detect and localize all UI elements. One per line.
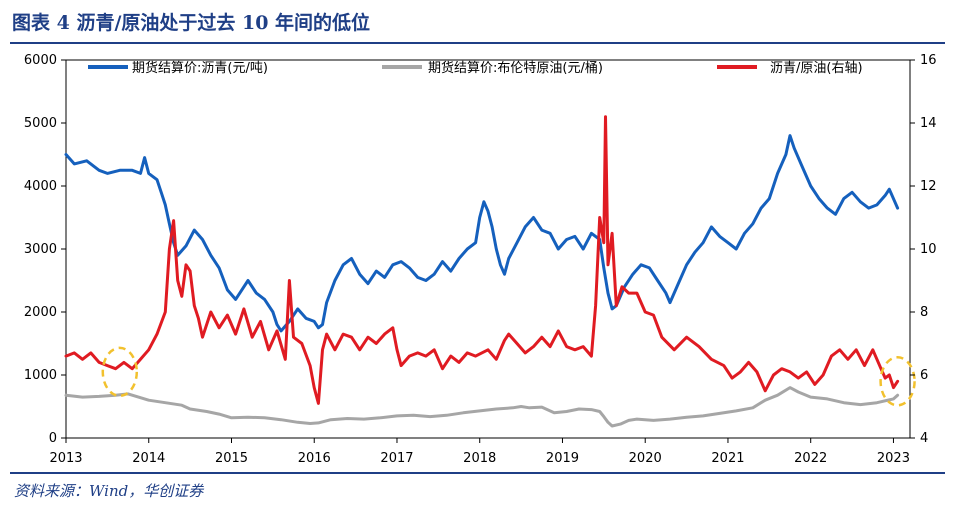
title-rule	[10, 42, 945, 44]
y-right-tick-label: 6	[920, 368, 928, 383]
chart-axes: 2013 2014 2015 2016 2017 2018 2019 2020 2021 2022…	[24, 53, 937, 466]
y-left-tick-label: 2000	[24, 305, 57, 320]
series-line-2	[64, 115, 900, 405]
y-left-tick-label: 1000	[24, 368, 57, 383]
y-right-tick-label: 10	[920, 242, 937, 257]
legend-label-2: 沥青/原油(右轴)	[770, 61, 863, 76]
y-left-tick-label: 6000	[24, 53, 57, 68]
x-tick-label: 2018	[463, 451, 496, 466]
x-tick-label: 2016	[298, 451, 331, 466]
y-right-tick-label: 4	[920, 431, 928, 446]
x-tick-label: 2014	[132, 451, 165, 466]
series-line-1	[64, 386, 900, 428]
x-tick-label: 2019	[546, 451, 579, 466]
y-left-tick-label: 5000	[24, 116, 57, 131]
y-left-tick-label: 3000	[24, 242, 57, 257]
y-left-tick-label: 0	[49, 431, 57, 446]
series-line-0	[64, 134, 900, 333]
y-right-tick-label: 8	[920, 305, 928, 320]
chart-series	[64, 115, 900, 428]
chart-legend: 期货结算价:沥青(元/吨) 期货结算价:布伦特原油(元/桶) 沥青/原油(右轴)	[88, 60, 863, 76]
y-right-tick-label: 12	[920, 179, 937, 194]
x-tick-label: 2017	[380, 451, 413, 466]
y-left-tick-label: 4000	[24, 179, 57, 194]
x-tick-label: 2023	[877, 451, 910, 466]
chart-title: 图表 4 沥青/原油处于过去 10 年间的低位	[12, 12, 371, 34]
y-right-tick-label: 16	[920, 53, 937, 68]
x-tick-label: 2013	[49, 451, 82, 466]
x-tick-label: 2015	[215, 451, 248, 466]
highlight-circle-0	[101, 346, 139, 398]
legend-label-1: 期货结算价:布伦特原油(元/桶)	[428, 60, 603, 76]
x-tick-label: 2021	[711, 451, 744, 466]
y-right-tick-label: 14	[920, 116, 937, 131]
x-tick-label: 2022	[794, 451, 827, 466]
x-tick-label: 2020	[629, 451, 662, 466]
plot-frame	[65, 59, 911, 439]
source-note: 资料来源：Wind，华创证券	[14, 482, 204, 500]
chart-annotations	[101, 346, 916, 407]
source-rule	[10, 472, 945, 474]
legend-label-0: 期货结算价:沥青(元/吨)	[132, 60, 268, 76]
highlight-circle-1	[879, 356, 916, 407]
chart-frame	[65, 59, 911, 439]
